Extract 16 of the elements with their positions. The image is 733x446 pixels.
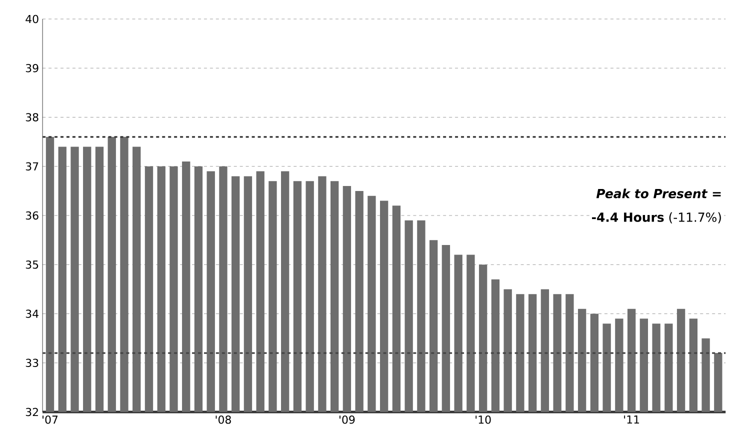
- x-tick-label: '08: [216, 416, 231, 424]
- x-tick-label: '11: [624, 416, 640, 424]
- x-tick-label: '10: [476, 416, 491, 424]
- y-tick-label: 36: [26, 211, 38, 220]
- annotation: Peak to Present =: [596, 188, 721, 198]
- y-tick-label: 35: [26, 260, 38, 269]
- y-tick-label: 40: [26, 14, 38, 24]
- y-tick-label: 34: [26, 310, 38, 318]
- y-tick-label: 39: [26, 64, 38, 72]
- x-tick-label: '07: [42, 416, 58, 424]
- y-tick-label: 38: [26, 113, 38, 122]
- y-tick-label: 33: [26, 358, 38, 368]
- y-tick-label: 37: [26, 162, 38, 171]
- y-tick-label: 32: [26, 408, 38, 416]
- x-tick-label: '09: [340, 416, 355, 424]
- annotation: -4.4 Hours (-11.7%): [592, 212, 721, 224]
